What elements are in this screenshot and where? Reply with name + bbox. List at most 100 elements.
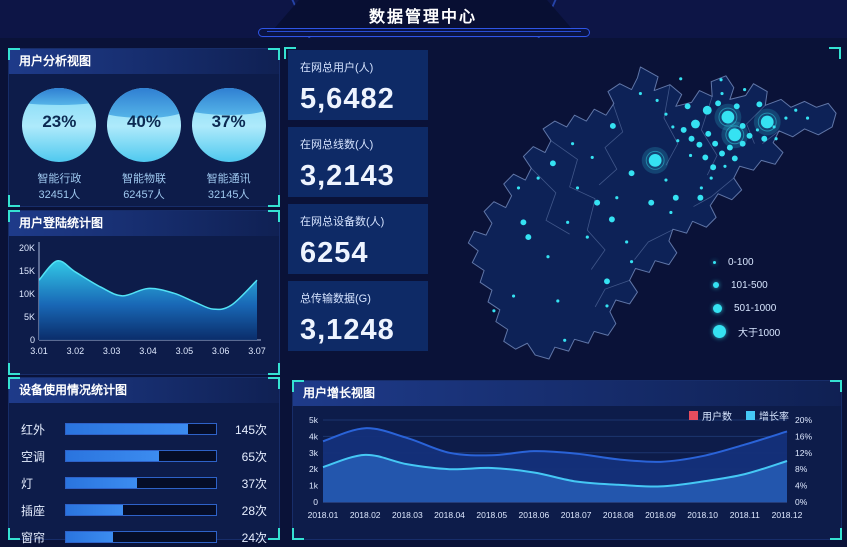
- stat-box-column: 在网总用户(人) 5,6482 在网总线数(人) 3,2143 在网总设备数(人) 625…: [288, 50, 428, 351]
- liquid-gauge-group: 23% 智能行政 32451人 40% 智能物联 62457人 37% 智能通讯…: [9, 74, 279, 202]
- legend-label-users: 用户数: [702, 412, 732, 423]
- corner-bracket: [268, 363, 280, 375]
- bar-category-label: 窗帘: [21, 530, 46, 545]
- header-underline-decoration: [258, 28, 590, 37]
- map-data-dot: [536, 176, 540, 180]
- bar-category-label: 插座: [21, 503, 46, 518]
- right-axis-tick: 4%: [795, 481, 808, 491]
- x-tick: 3.07: [248, 346, 266, 356]
- x-axis-month: 2018.11: [730, 510, 760, 520]
- map-data-dot: [772, 125, 776, 129]
- growth-chart-legend: 用户数 增长率: [689, 408, 789, 423]
- gauge-count: 32451人: [38, 189, 81, 201]
- map-legend-label: 0-100: [728, 256, 754, 268]
- map-data-dot: [699, 186, 703, 190]
- corner-bracket: [268, 195, 280, 207]
- map-data-dot: [615, 196, 619, 200]
- map-data-dot: [746, 132, 753, 139]
- map-data-dot: [628, 170, 635, 177]
- left-axis-tick: 0: [313, 497, 318, 507]
- x-tick: 3.01: [30, 346, 48, 356]
- login-area-chart: 0 5K 10K 15K 20K 3.01 3.02 3.03 3.04 3.05 3.06 3.07: [19, 242, 266, 356]
- map-data-dot: [556, 299, 560, 303]
- panel-user-growth: 用户增长视图 用户数 增长率 0 1k 2k 3k 4k 5k 0% 4% 8% 12% 16% 20…: [292, 380, 842, 540]
- map-data-dot: [709, 176, 713, 180]
- map-legend-dot: [713, 260, 716, 264]
- corner-bracket: [8, 210, 20, 222]
- map-canvas: [467, 66, 837, 360]
- map-legend-dot: [713, 303, 722, 313]
- bar-track: [65, 531, 217, 543]
- map-data-dot: [784, 116, 788, 120]
- x-axis-month: 2018.04: [434, 510, 465, 520]
- corner-bracket: [829, 47, 841, 59]
- map-legend-label: 大于1000: [738, 327, 781, 339]
- map-data-dot: [629, 260, 634, 264]
- map-data-dot: [723, 164, 727, 168]
- map-data-dot: [672, 194, 679, 201]
- legend-item-users[interactable]: 用户数: [689, 408, 732, 423]
- map-data-dot: [566, 220, 570, 224]
- legend-item-growth-rate[interactable]: 增长率: [746, 408, 789, 423]
- map-data-dot: [691, 119, 700, 129]
- x-axis-month: 2018.05: [476, 510, 507, 520]
- stat-box: 总传输数据(G) 3,1248: [288, 281, 428, 351]
- bar-track: [65, 504, 217, 516]
- panel-title-login-stats: 用户登陆统计图: [9, 211, 279, 236]
- bar-value: 28次: [241, 503, 267, 518]
- legend-label-growth-rate: 增长率: [759, 412, 789, 423]
- x-axis-month: 2018.12: [772, 510, 803, 520]
- gauge-label: 智能通讯: [206, 173, 251, 185]
- section-overview: 在网总用户(人) 5,6482 在网总线数(人) 3,2143 在网总设备数(人) 625…: [284, 47, 841, 375]
- bar-row: 红外 145次: [21, 419, 267, 439]
- map-data-dot: [755, 128, 759, 132]
- bar-category-label: 灯: [21, 476, 34, 491]
- map-data-dot: [743, 88, 747, 92]
- stat-label: 在网总线数(人): [300, 139, 374, 151]
- bar-track: [65, 450, 217, 462]
- stat-label: 在网总设备数(人): [300, 216, 385, 228]
- map-data-dot: [512, 294, 516, 298]
- map-data-dot: [720, 91, 724, 96]
- gauge-label: 智能物联: [121, 173, 166, 185]
- map-inner-boundary: [598, 103, 624, 186]
- map-data-dot: [516, 186, 521, 190]
- map-size-legend: 0-100 101-500 501-1000 大于1000: [713, 255, 798, 347]
- stat-label: 在网总用户(人): [300, 62, 374, 74]
- corner-bracket: [8, 48, 20, 60]
- bar-value: 145次: [234, 422, 267, 437]
- corner-bracket: [8, 377, 20, 389]
- left-axis-tick: 2k: [309, 464, 319, 474]
- gauge-percent: 23%: [42, 112, 77, 131]
- map-data-dot: [546, 255, 550, 259]
- corner-bracket: [268, 48, 280, 60]
- corner-bracket: [292, 380, 304, 392]
- map-data-dot: [721, 110, 735, 124]
- gauge-percent: 40%: [126, 112, 161, 131]
- bar-fill: [66, 505, 123, 515]
- map-data-dot: [696, 141, 703, 148]
- map-data-dot: [625, 240, 629, 244]
- map-inner-boundary: [530, 167, 570, 235]
- map-data-dot: [794, 108, 798, 112]
- left-axis-tick: 5k: [309, 415, 319, 425]
- map-data-dot: [492, 309, 496, 313]
- page-title: 数据管理中心: [368, 9, 477, 26]
- bar-row: 窗帘 24次: [21, 527, 267, 547]
- left-axis-tick: 1k: [309, 481, 319, 491]
- corner-bracket: [268, 210, 280, 222]
- map-data-dot: [719, 150, 725, 157]
- bar-category-label: 红外: [21, 422, 46, 437]
- map-data-dot: [731, 155, 738, 162]
- region-map: 0-100 101-500 501-1000 大于1000: [430, 48, 840, 375]
- map-data-dot: [680, 126, 687, 133]
- map-data-dot: [575, 186, 580, 190]
- stat-value: 6254: [300, 237, 369, 269]
- gauge-count: 62457人: [123, 189, 165, 201]
- gauge-percent: 37%: [211, 112, 246, 131]
- map-data-dot: [688, 135, 695, 142]
- map-data-dot: [733, 103, 740, 110]
- bar-fill: [66, 451, 159, 461]
- y-tick: 10K: [19, 289, 35, 299]
- stat-box: 在网总设备数(人) 6254: [288, 204, 428, 274]
